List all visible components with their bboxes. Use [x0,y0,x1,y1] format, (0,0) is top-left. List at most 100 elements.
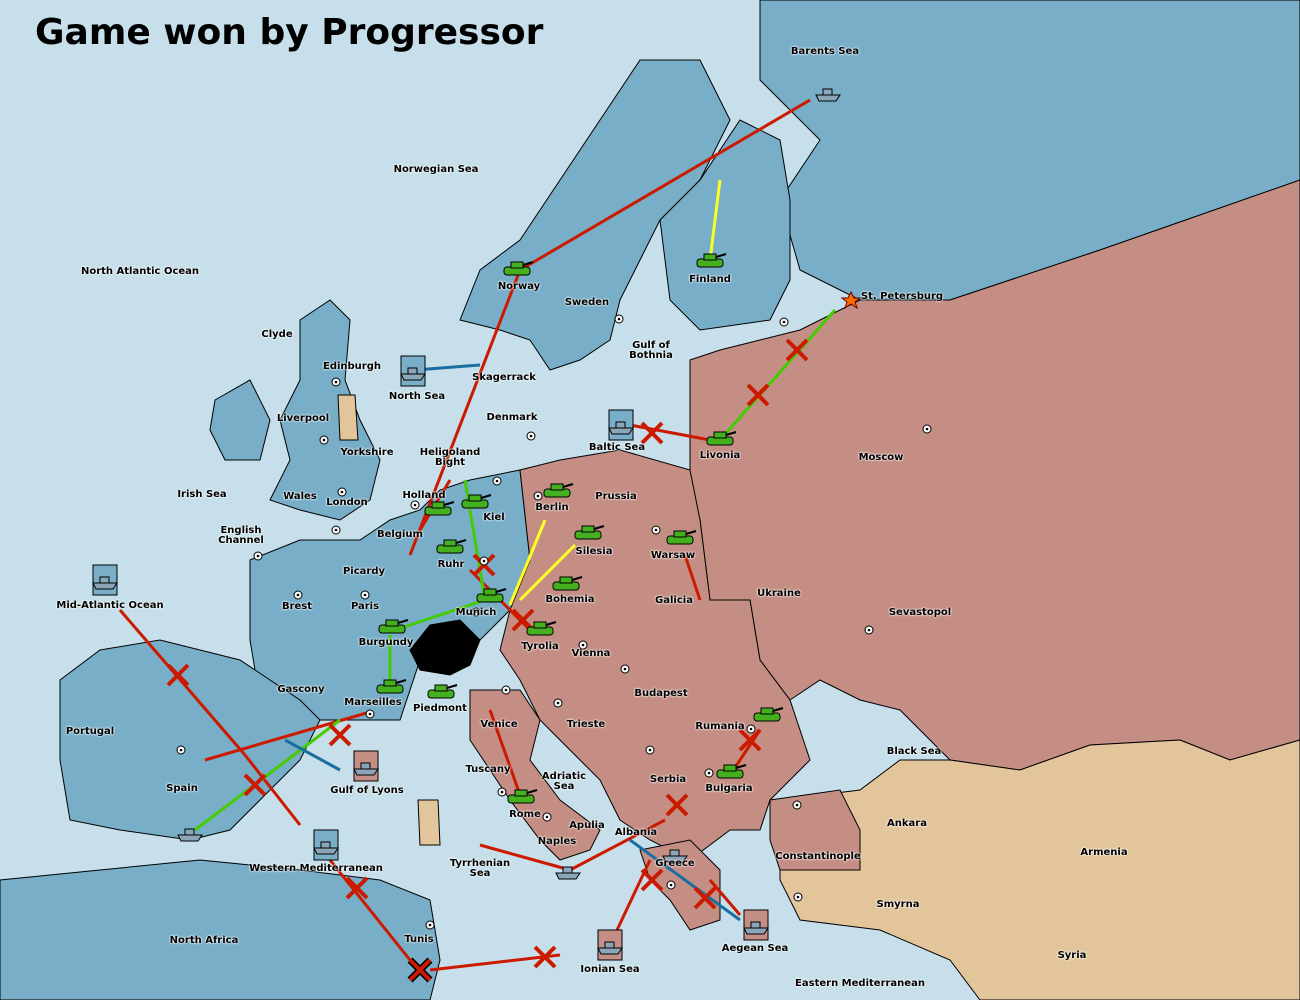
province-label[interactable]: Moscow [858,452,904,463]
province-label[interactable]: North Africa [169,935,239,946]
move-order-line [479,843,571,872]
supply-center-dot [536,494,540,498]
province-label[interactable]: Heligoland Bight [419,447,481,468]
province-label[interactable]: Paris [350,601,380,612]
province-label[interactable]: Gulf of Lyons [330,785,404,796]
ship-tower [562,866,573,874]
province-label[interactable]: Sevastopol [888,607,952,618]
province-label[interactable]: North Atlantic Ocean [80,266,200,277]
supply-center-dot [495,479,499,483]
province-label[interactable]: Apulia [569,820,605,831]
failed-order-cross-icon [328,723,352,747]
province-label[interactable]: Sweden [564,297,610,308]
tank-turret [385,619,399,627]
province-label[interactable]: London [326,497,368,508]
supply-center-dot [340,490,344,494]
province-label[interactable]: Belgium [377,529,423,540]
province-label[interactable]: Venice [480,719,518,730]
province-label[interactable]: Warsaw [650,550,696,561]
tank-barrel [772,707,784,712]
fleet-unit [400,355,426,387]
province-label[interactable]: Naples [537,836,577,847]
sardinia-patch [417,799,441,846]
tank-barrel [685,530,697,535]
province-label[interactable]: Bulgaria [705,783,753,794]
tank-barrel [545,621,557,626]
province-label[interactable]: Munich [455,607,497,618]
province-label[interactable]: Brest [281,601,313,612]
tank-turret [468,494,482,502]
province-label[interactable]: Berlin [535,502,569,513]
province-label[interactable]: Silesia [575,546,613,557]
province-label[interactable]: Armenia [1080,847,1128,858]
province-label[interactable]: Western Mediterranean [249,863,383,874]
province-label[interactable]: Burgundy [358,637,414,648]
province-label[interactable]: Smyrna [876,899,920,910]
province-label[interactable]: Edinburgh [322,361,382,372]
army-unit [716,764,747,779]
province-label[interactable]: Vienna [571,648,611,659]
province-label[interactable]: Constantinople [775,851,861,862]
province-label[interactable]: Baltic Sea [588,442,646,453]
province-label[interactable]: Denmark [486,412,538,423]
province-label[interactable]: Yorkshire [340,447,394,458]
province-label[interactable]: Skagerrack [472,372,536,383]
ship-icon [743,927,769,935]
dislodged-cross-icon [408,958,432,982]
province-label[interactable]: Wales [283,491,317,502]
province-label[interactable]: Serbia [649,774,687,785]
province-label[interactable]: Ankara [887,818,927,829]
province-label[interactable]: Prussia [595,491,637,502]
province-label[interactable]: Barents Sea [790,46,860,57]
province-label[interactable]: North Sea [388,391,446,402]
province-label[interactable]: Ionian Sea [580,964,640,975]
province-label[interactable]: Tyrolia [521,641,559,652]
province-label[interactable]: Picardy [342,566,386,577]
supply-center-dot [782,320,786,324]
fleet-unit [555,866,581,880]
province-label[interactable]: Ukraine [757,588,801,599]
province-label[interactable]: Spain [166,783,198,794]
province-label[interactable]: Tyrrhenian Sea [449,858,511,879]
province-label[interactable]: Kiel [483,512,505,523]
province-label[interactable]: Budapest [634,688,688,699]
province-label[interactable]: Piedmont [413,703,467,714]
province-label[interactable]: Eastern Mediterranean [795,978,925,989]
province-label[interactable]: Marseilles [344,697,402,708]
province-label[interactable]: St. Petersburg [860,291,944,302]
province-label[interactable]: Irish Sea [177,489,227,500]
province-label[interactable]: Bohemia [545,594,595,605]
province-label[interactable]: Trieste [566,719,606,730]
province-label[interactable]: Holland [402,490,446,501]
move-order-line [243,754,302,826]
province-label[interactable]: Livonia [699,450,741,461]
tank-turret [533,621,547,629]
province-label[interactable]: Albania [614,827,658,838]
province-label[interactable]: Galicia [655,595,693,606]
province-label[interactable]: Black Sea [886,746,942,757]
province-label[interactable]: Finland [689,274,731,285]
province-label[interactable]: Tunis [404,934,434,945]
fleet-link-line [629,838,741,922]
move-order-line [629,423,711,442]
province-label[interactable]: Aegean Sea [721,943,789,954]
province-label[interactable]: Greece [655,858,695,869]
province-label[interactable]: Rumania [695,721,745,732]
supply-center-dot [334,380,338,384]
province-label[interactable]: Liverpool [276,413,330,424]
province-label[interactable]: Syria [1057,950,1087,961]
province-label[interactable]: Norway [497,281,541,292]
province-label[interactable]: Portugal [65,726,115,737]
province-label[interactable]: Tuscany [465,764,511,775]
province-label[interactable]: Ruhr [437,559,465,570]
province-label[interactable]: Gulf of Bothnia [629,340,673,361]
province-label[interactable]: Clyde [261,329,293,340]
province-label[interactable]: Norwegian Sea [393,164,479,175]
tank-barrel [562,483,574,488]
province-label[interactable]: Mid-Atlantic Ocean [56,600,164,611]
fleet-unit [313,829,339,861]
province-label[interactable]: Adriatic Sea [541,771,587,792]
province-label[interactable]: Gascony [277,684,325,695]
province-label[interactable]: Rome [509,809,541,820]
province-label[interactable]: English Channel [218,525,264,546]
